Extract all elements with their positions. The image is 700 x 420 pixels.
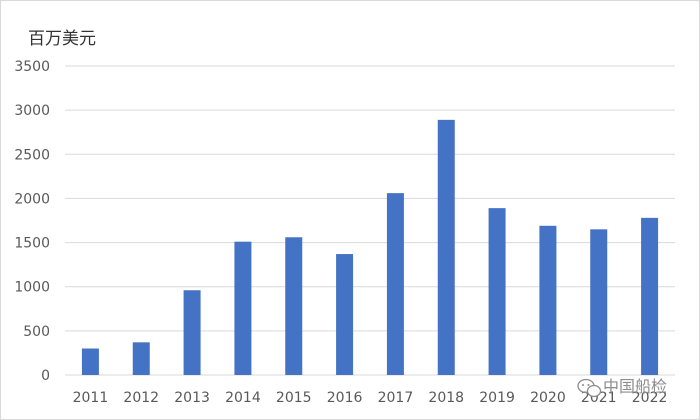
bar-2015	[285, 237, 303, 375]
y-tick-label: 2000	[14, 191, 50, 207]
x-tick-label: 2022	[632, 390, 668, 406]
x-tick-label: 2014	[225, 390, 261, 406]
x-tick-label: 2011	[73, 390, 109, 406]
x-tick-label: 2012	[123, 390, 159, 406]
y-axis-ticks: 0 500 1000 1500 2000 2500 3000 3500	[14, 59, 50, 384]
y-tick-label: 500	[23, 324, 50, 340]
bar-2018	[437, 119, 455, 376]
x-tick-label: 2016	[327, 390, 363, 406]
y-tick-label: 2500	[14, 147, 50, 163]
bar-2014	[234, 241, 252, 375]
bar-2013	[183, 290, 201, 375]
x-axis-ticks: 2011 2012 2013 2014 2015 2016 2017 2018 2019 2020…	[73, 390, 668, 406]
y-tick-label: 3500	[14, 59, 50, 75]
bar-2016	[336, 254, 354, 375]
bar-2021	[590, 229, 608, 375]
x-tick-label: 2015	[276, 390, 312, 406]
y-tick-label: 1000	[14, 280, 50, 296]
bar-2012	[132, 342, 150, 375]
watermark-text: 中国船检	[603, 377, 667, 396]
gridlines	[65, 65, 675, 376]
x-tick-label: 2017	[378, 390, 414, 406]
wechat-icon	[577, 378, 602, 398]
y-unit-label: 百万美元	[28, 29, 96, 49]
x-tick-label: 2019	[479, 390, 515, 406]
x-tick-label: 2020	[530, 390, 566, 406]
x-tick-label: 2013	[174, 390, 210, 406]
y-tick-label: 3000	[14, 103, 50, 119]
bars	[81, 119, 659, 376]
bar-2022	[641, 217, 659, 375]
bar-2020	[539, 225, 557, 375]
bar-2017	[386, 193, 404, 375]
y-tick-label: 0	[41, 368, 50, 384]
y-tick-label: 1500	[14, 236, 50, 252]
watermark: 中国船检	[577, 377, 667, 398]
x-tick-label: 2018	[428, 390, 464, 406]
bar-2019	[488, 208, 506, 375]
bar-2011	[81, 348, 99, 375]
